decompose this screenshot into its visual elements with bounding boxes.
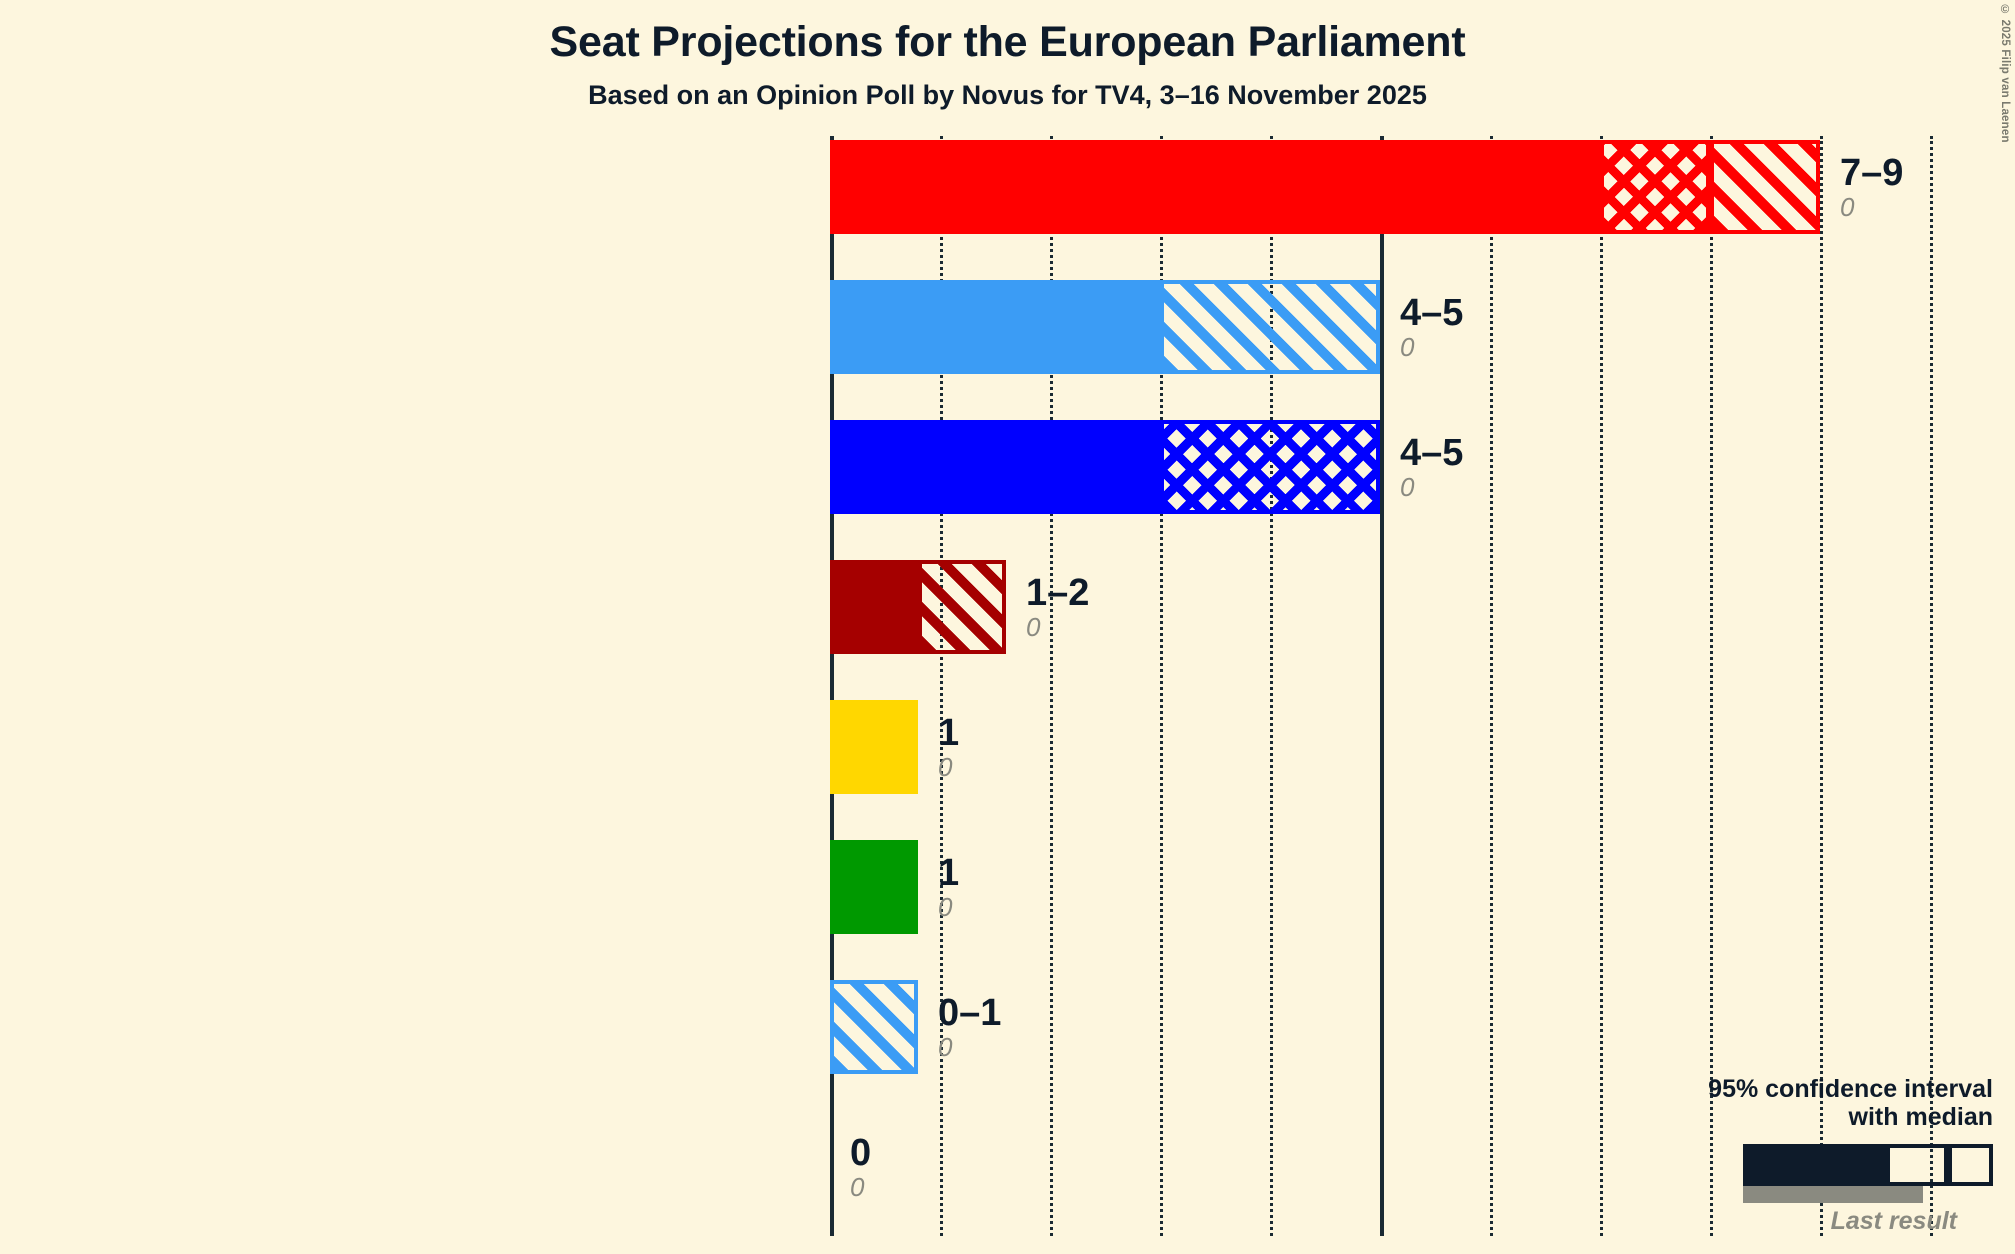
legend-seg-crosshatch (1886, 1144, 1948, 1186)
bar-last-result-label: 0 (850, 1172, 865, 1202)
bar-row: Miljöpartiet de gröna (Greens/EFA)10 (830, 840, 1960, 934)
gridline-2 (1050, 136, 1053, 1236)
bar-value-label: 4–5 (1400, 432, 1464, 474)
gridline-6 (1490, 136, 1493, 1236)
gridline-3 (1160, 136, 1163, 1236)
gridline-1 (940, 136, 943, 1236)
page-title: Seat Projections for the European Parlia… (549, 18, 1466, 66)
plot-area: Sveriges socialdemokratiska arbetarepart… (830, 136, 1960, 1236)
bar-value-group: 1–2 0 (1006, 560, 1089, 654)
bar-value-group: 4–5 0 (1380, 280, 1463, 374)
legend-seg-solid (1743, 1144, 1886, 1186)
bar-row: Moderata samlingspartiet (EPP)4–50 (830, 280, 1960, 374)
bar-value-label: 4–5 (1400, 292, 1464, 334)
chart-legend: 95% confidence interval with median Last… (1633, 1075, 1993, 1237)
y-axis-line (830, 136, 834, 1236)
bar-value-label: 1 (938, 712, 960, 754)
gridline-9 (1820, 136, 1823, 1236)
bar-last-result-label: 0 (1026, 612, 1041, 642)
bar-row: Liberalerna (RE)00 (830, 1120, 1960, 1214)
bar-segment-diagonal (1160, 280, 1380, 374)
bar-value-group: 4–5 0 (1380, 420, 1463, 514)
bar-value-label: 1–2 (1026, 572, 1090, 614)
gridline-8 (1710, 136, 1713, 1236)
legend-sample-bar (1743, 1144, 1993, 1186)
bar-row: Kristdemokraterna (EPP)0–10 (830, 980, 1960, 1074)
legend-ci-text: 95% confidence interval with median (1633, 1075, 1993, 1133)
bar-last-result-label: 0 (938, 892, 953, 922)
bar-row: Centerpartiet (RE)10 (830, 700, 1960, 794)
bar-value-label: 1 (938, 852, 960, 894)
bar-value-label: 0–1 (938, 992, 1002, 1034)
bar-last-result-label: 0 (1400, 472, 1415, 502)
bar-segment-solid (830, 700, 918, 794)
bar-segment-solid (830, 280, 1160, 374)
legend-last-result-bar (1743, 1186, 1923, 1203)
bar-segment-diagonal (830, 980, 918, 1074)
bar-last-result-label: 0 (1400, 332, 1415, 362)
bar-value-group: 0–1 0 (918, 980, 1001, 1074)
gridline-5 (1380, 136, 1384, 1236)
bar-segment-solid (830, 840, 918, 934)
chart-subtitle: Based on an Opinion Poll by Novus for TV… (588, 80, 1427, 110)
bar-value-label: 0 (850, 1132, 872, 1174)
bar-segment-diagonal (918, 560, 1006, 654)
gridline-4 (1270, 136, 1273, 1236)
legend-last-result-label: Last result (1830, 1207, 1957, 1235)
bar-segment-crosshatch (1600, 140, 1710, 234)
legend-ci-line1: 95% confidence interval (1708, 1074, 1993, 1103)
bar-last-result-label: 0 (938, 1032, 953, 1062)
bar-row: Sverigedemokraterna (ECR)4–50 (830, 420, 1960, 514)
bar-segment-solid (830, 140, 1600, 234)
gridline-10 (1930, 136, 1933, 1236)
bar-value-group: 7–9 0 (1820, 140, 1903, 234)
bar-last-result-label: 0 (1840, 192, 1855, 222)
copyright-notice: © 2025 Filip van Laenen (1999, 4, 2011, 143)
legend-seg-diagonal (1948, 1144, 1993, 1186)
bar-segment-crosshatch (1160, 420, 1380, 514)
bar-segment-solid (830, 560, 918, 654)
bar-segment-solid (830, 420, 1160, 514)
bar-segment-diagonal (1710, 140, 1820, 234)
gridline-7 (1600, 136, 1603, 1236)
bar-last-result-label: 0 (938, 752, 953, 782)
bar-row: Sveriges socialdemokratiska arbetarepart… (830, 140, 1960, 234)
bar-value-label: 7–9 (1840, 152, 1904, 194)
bar-row: Vänsterpartiet (GUE/NGL)1–20 (830, 560, 1960, 654)
legend-ci-line2: with median (1848, 1103, 1993, 1132)
